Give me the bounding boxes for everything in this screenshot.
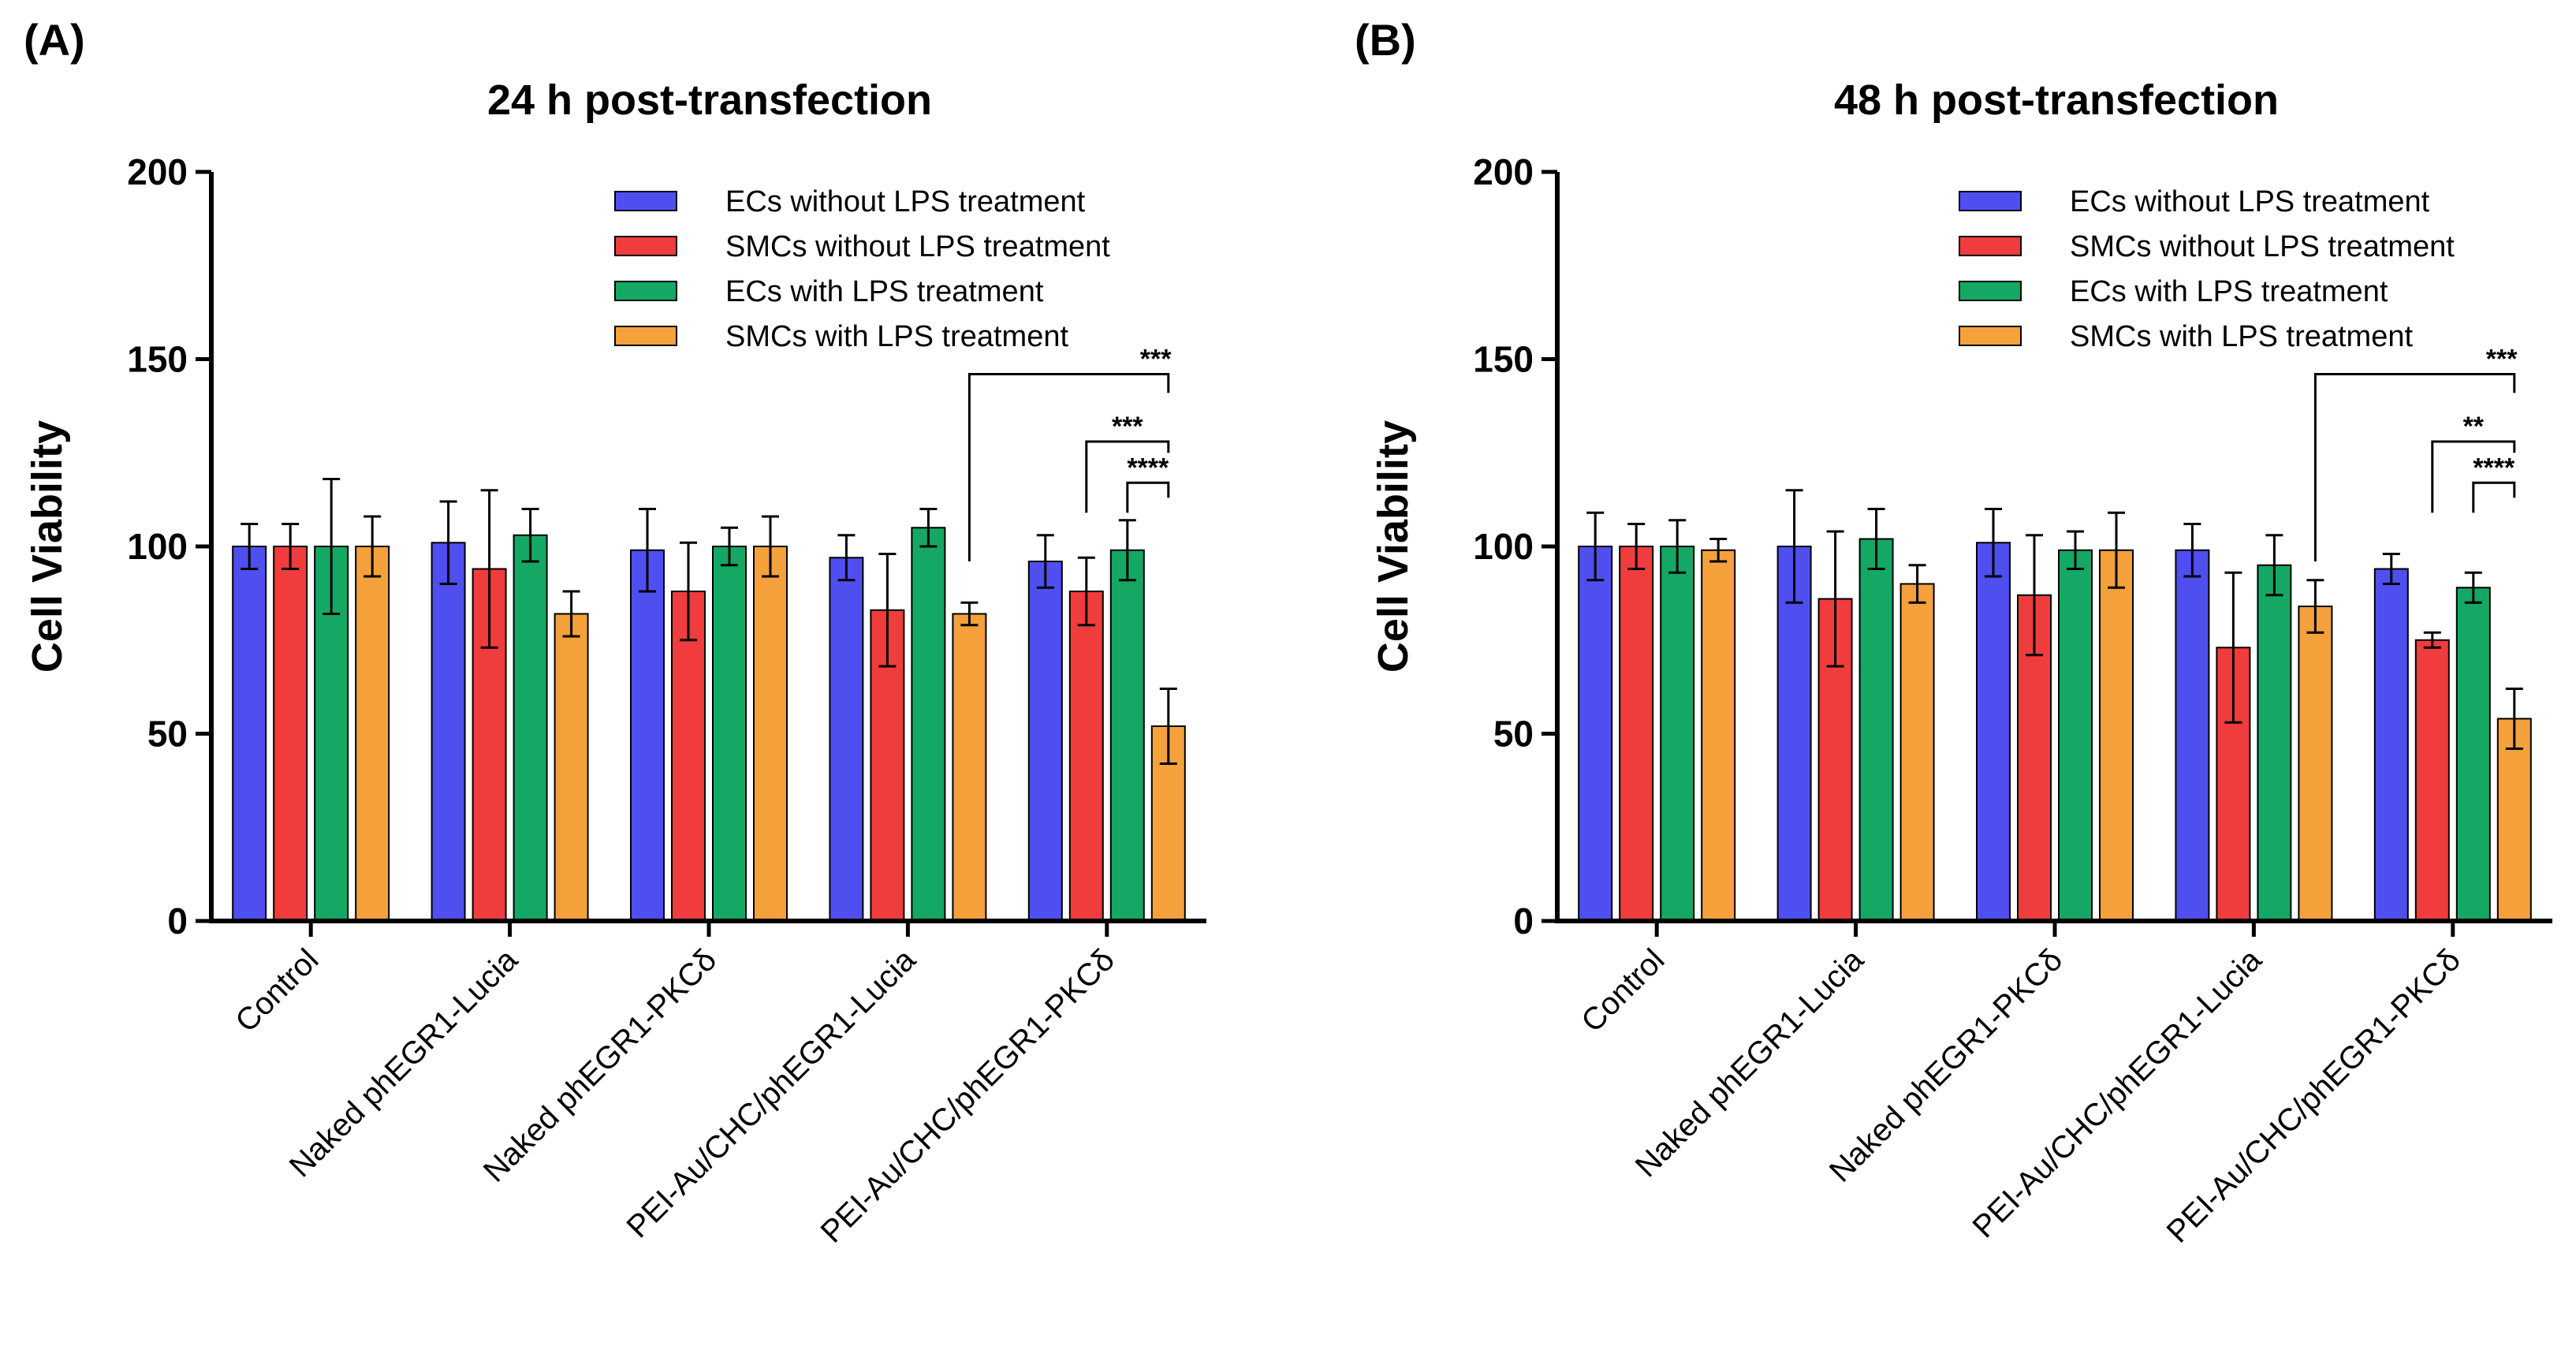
bar	[431, 542, 466, 922]
bar	[1660, 546, 1695, 922]
bar	[753, 546, 788, 922]
chart-panel-b: (B) 48 h post-transfection Cell Viability 0…	[1355, 15, 2552, 1250]
bar	[630, 549, 665, 922]
bar	[1578, 546, 1613, 922]
significance-label: ***	[1112, 412, 1143, 442]
bar	[911, 527, 946, 922]
bar	[232, 546, 267, 922]
legend-swatch	[1959, 281, 2022, 301]
bar	[1701, 549, 1736, 922]
legend-swatch	[614, 281, 677, 301]
panel-letter: (A)	[24, 15, 85, 65]
y-axis-label: Cell Viability	[1370, 420, 1417, 673]
legend-entry: SMCs without LPS treatment	[725, 230, 1110, 263]
y-tick-label: 150	[1473, 339, 1534, 380]
significance-label: ***	[2486, 345, 2518, 375]
y-tick-label: 200	[127, 151, 188, 192]
y-tick-label: 50	[147, 714, 188, 755]
x-tick-label: Naked phEGR1-Lucia	[1629, 942, 1871, 1184]
bar	[1619, 546, 1654, 922]
significance-bracket	[1126, 481, 1170, 513]
y-tick-label: 150	[127, 339, 188, 380]
legend-swatch	[614, 191, 677, 211]
bar	[513, 534, 548, 922]
significance-label: ***	[1140, 345, 1172, 375]
bar	[1858, 538, 1894, 922]
significance-label: **	[2463, 412, 2485, 442]
bar	[2414, 639, 2450, 922]
bar	[355, 546, 390, 922]
legend-entry: ECs without LPS treatment	[2070, 185, 2430, 218]
x-tick-label: Control	[1575, 942, 1671, 1038]
x-tick-label: Naked phEGR1-PKCδ	[1823, 942, 2070, 1189]
y-tick-label: 50	[1493, 714, 1534, 755]
legend-entry: ECs with LPS treatment	[2070, 275, 2388, 308]
bar	[1976, 542, 2011, 922]
significance-bracket	[2431, 440, 2516, 513]
legend-swatch	[614, 326, 677, 346]
y-tick-label: 100	[127, 526, 188, 567]
y-tick-label: 100	[1473, 526, 1534, 567]
bar	[273, 546, 308, 922]
x-tick-label: Naked phEGR1-PKCδ	[477, 942, 724, 1189]
bar	[712, 546, 747, 922]
bar	[2058, 549, 2093, 922]
bar	[1068, 591, 1104, 922]
bar	[1027, 561, 1063, 922]
bar	[1109, 549, 1145, 922]
y-tick-label: 200	[1473, 151, 1534, 192]
significance-bracket	[967, 373, 1170, 561]
chart-title: 48 h post-transfection	[1834, 76, 2279, 124]
legend-swatch	[1959, 326, 2022, 346]
significance-bracket	[1085, 440, 1170, 513]
bar	[2455, 587, 2491, 922]
significance-bracket	[2313, 373, 2516, 561]
y-axis-label: Cell Viability	[24, 420, 71, 673]
legend-swatch	[614, 236, 677, 256]
bar	[1899, 583, 1935, 922]
legend-entry: SMCs without LPS treatment	[2070, 230, 2455, 263]
bar	[2175, 549, 2210, 922]
x-tick-label: Naked phEGR1-Lucia	[283, 942, 525, 1184]
significance-label: ****	[1127, 453, 1169, 483]
legend-swatch	[1959, 236, 2022, 256]
legend-entry: ECs with LPS treatment	[725, 275, 1044, 308]
bar	[2373, 568, 2409, 922]
bar	[2257, 564, 2292, 922]
legend-entry: SMCs with LPS treatment	[2070, 320, 2413, 353]
legend-swatch	[1959, 191, 2022, 211]
bar	[554, 613, 589, 922]
panel-letter: (B)	[1355, 15, 1416, 65]
legend-entry: ECs without LPS treatment	[725, 185, 1086, 218]
bar	[2099, 549, 2134, 922]
y-tick-label: 0	[1513, 900, 1534, 941]
x-tick-label: Control	[229, 942, 325, 1038]
significance-label: ****	[2473, 453, 2515, 483]
chart-panel-a: (A) 24 h post-transfection Cell Viability 0…	[24, 15, 1206, 1250]
bar	[829, 557, 864, 922]
bar	[952, 613, 987, 922]
significance-bracket	[2472, 481, 2516, 513]
bar	[2298, 606, 2333, 922]
legend-entry: SMCs with LPS treatment	[725, 320, 1068, 353]
chart-title: 24 h post-transfection	[487, 76, 932, 124]
y-tick-label: 0	[167, 900, 188, 941]
bar	[671, 591, 706, 922]
